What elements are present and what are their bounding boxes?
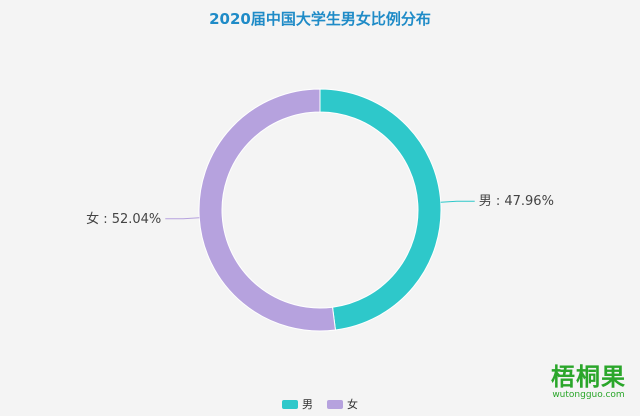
leader-line-female (165, 217, 200, 220)
slice-female[interactable] (198, 88, 337, 332)
legend-swatch-male (282, 399, 298, 409)
watermark-logo: 梧桐果 wutongguo.com (551, 365, 626, 400)
legend-item-female[interactable]: 女 (327, 396, 358, 412)
watermark-sub-text: wutongguo.com (552, 390, 625, 400)
slice-label-male: 男 : 47.96% (479, 194, 554, 209)
legend-item-male[interactable]: 男 (282, 396, 313, 412)
legend-label-male: 男 (302, 398, 313, 411)
leader-line-male (440, 200, 475, 203)
chart-title: 2020届中国大学生男女比例分布 (209, 10, 431, 28)
slice-label-female: 女 : 52.04% (86, 211, 161, 227)
legend: 男 女 (0, 396, 640, 412)
legend-swatch-female (327, 399, 343, 409)
legend-label-female: 女 (347, 398, 358, 411)
watermark-main-text: 梧桐果 (551, 363, 626, 391)
slice-male[interactable] (319, 88, 442, 331)
